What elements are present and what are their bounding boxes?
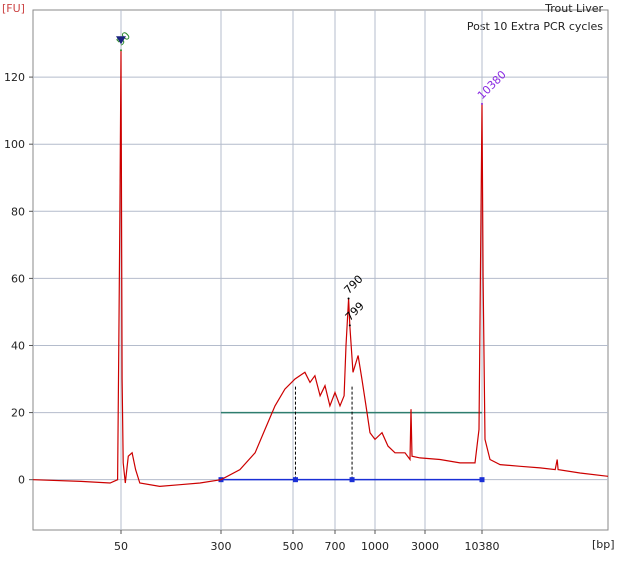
x-tick-label: 50 — [114, 540, 128, 553]
x-tick-label: 3000 — [411, 540, 439, 553]
chart-title: Trout Liver — [544, 2, 603, 15]
y-tick-label: 100 — [4, 138, 25, 151]
region-dot — [479, 477, 485, 483]
peak-marker — [347, 297, 350, 300]
trace — [32, 50, 609, 488]
peak-marker — [120, 49, 122, 52]
x-tick-label: 300 — [211, 540, 232, 553]
lower-marker — [116, 36, 126, 45]
y-tick-label: 40 — [11, 339, 25, 352]
peak-marker — [481, 102, 483, 105]
y-tick-label: 60 — [11, 272, 25, 285]
x-axis-label: [bp] — [592, 538, 615, 551]
x-tick-label: 1000 — [361, 540, 389, 553]
peak-marker — [348, 324, 351, 327]
smear-dot — [292, 477, 298, 483]
y-tick-label: 120 — [4, 71, 25, 84]
y-tick-label: 20 — [11, 407, 25, 420]
y-tick-label: 0 — [18, 474, 25, 487]
x-tick-label: 10380 — [465, 540, 500, 553]
plot-area — [32, 9, 609, 531]
y-tick-label: 80 — [11, 205, 25, 218]
x-tick-label: 700 — [325, 540, 346, 553]
chart-subtitle: Post 10 Extra PCR cycles — [467, 20, 603, 33]
smear-dot — [349, 477, 355, 483]
y-axis-label: [FU] — [2, 2, 25, 15]
x-tick-label: 500 — [283, 540, 304, 553]
